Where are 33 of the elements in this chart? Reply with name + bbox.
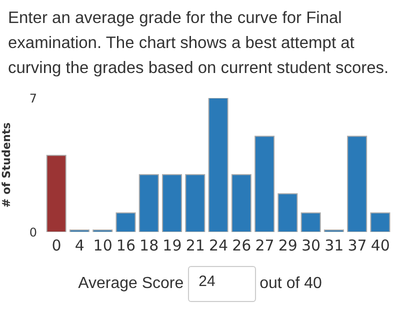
x-tick-label: 29 — [278, 236, 298, 255]
x-tick-label: 21 — [186, 236, 205, 255]
x-tick-label: 24 — [208, 236, 228, 255]
text: out of 40 — [260, 275, 322, 293]
text-field: 24 — [188, 266, 256, 302]
x-tick-label: 40 — [370, 236, 390, 255]
x-tick-label: 30 — [301, 236, 321, 255]
x-tick-label: 0 — [52, 236, 62, 255]
bar — [185, 174, 206, 232]
bar — [254, 136, 275, 232]
chart-title: Enter an average grade for the curve for Final examination. The chart shows a best attempt at curving the grades based on current student scores. — [8, 8, 390, 79]
bar — [278, 193, 298, 232]
x-tick-label: 19 — [162, 236, 182, 255]
bar — [208, 98, 228, 232]
bar — [116, 212, 136, 232]
x-tick-label: 4 — [74, 236, 84, 255]
bar — [46, 154, 66, 232]
bar — [138, 174, 159, 232]
x-tick-label: 10 — [93, 236, 112, 255]
x-tick-label: 18 — [140, 236, 159, 255]
y-axis-title: # of Students — [0, 122, 13, 208]
y-tick-label: 7 — [29, 91, 37, 106]
bar — [347, 136, 368, 232]
bar — [231, 174, 252, 232]
bar — [162, 174, 182, 232]
x-tick-label: 37 — [348, 236, 367, 255]
x-tick-label: 27 — [255, 236, 274, 255]
bar — [300, 212, 321, 232]
bar — [370, 212, 390, 232]
x-tick-label: 16 — [116, 236, 136, 255]
text: Average Score — [78, 275, 184, 293]
x-tick-label: 26 — [232, 236, 252, 255]
x-tick-label: 31 — [324, 236, 344, 255]
